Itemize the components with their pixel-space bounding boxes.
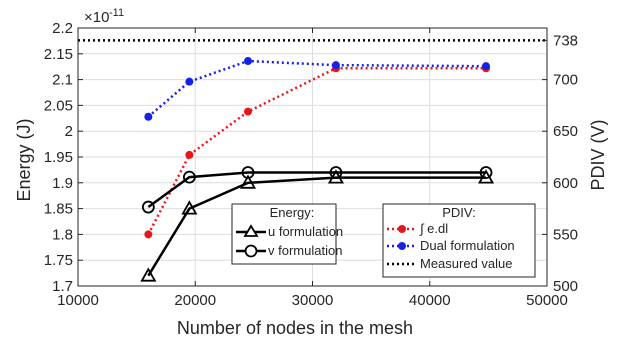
y-axis-right-label: PDIV (V) — [588, 119, 608, 190]
plot-area — [78, 39, 547, 282]
x-axis-label: Number of nodes in the mesh — [177, 318, 413, 338]
legend-triangle-marker — [243, 224, 259, 237]
y-axis-left-label: Energy (J) — [14, 118, 34, 201]
x-tick-label: 20000 — [174, 292, 216, 309]
y-left-tick-label: 2 — [65, 123, 73, 140]
y-left-tick-label: 1.85 — [44, 201, 73, 218]
y-right-tick-label: 600 — [553, 175, 578, 192]
y-left-tick-label: 2.2 — [52, 20, 73, 37]
x-tick-label: 40000 — [409, 292, 451, 309]
integral-data-point — [244, 107, 253, 116]
dual-data-point — [482, 62, 491, 71]
y-left-tick-label: 2.05 — [44, 97, 73, 114]
y-left-tick-label: 1.9 — [52, 175, 73, 192]
legend-label-integral: ∫ e.dl — [419, 221, 448, 236]
y-right-tick-label: 550 — [553, 226, 578, 243]
u-formulation-marker — [140, 267, 157, 282]
v-formulation-marker — [141, 200, 155, 214]
dual-data-point — [331, 61, 340, 70]
legend-blue-dot — [398, 242, 406, 250]
dual-data-point — [144, 112, 153, 121]
legend-entry-integral: ∫ e.dl — [387, 221, 448, 236]
u-formulation-marker — [239, 174, 257, 189]
pdiv-legend: PDIV: ∫ e.dl Dual formulation Measured v… — [382, 203, 536, 278]
exponent-power: -11 — [109, 7, 124, 19]
v-formulation-marker — [479, 166, 493, 179]
axes — [77, 27, 548, 287]
pdiv-legend-title: PDIV: — [442, 205, 475, 220]
y-left-tick-label: 1.95 — [44, 149, 73, 166]
y-right-tick-label: 738 — [553, 32, 578, 49]
legend-label-u: u formulation — [268, 224, 343, 239]
tick-labels: 10000 20000 30000 40000 50000 1.7 1.75 1.8 1.85 1… — [44, 20, 578, 309]
y-right-tick-label: 700 — [553, 72, 578, 89]
grid — [77, 27, 548, 287]
y-left-tick-label: 1.7 — [52, 278, 73, 295]
energy-legend: Energy: u formulation v formulation — [231, 203, 343, 265]
legend-label-measured: Measured value — [420, 256, 513, 271]
exponent-label: ×10 -11 — [84, 7, 124, 26]
legend-label-v: v formulation — [268, 243, 342, 258]
u-formulation-line — [147, 176, 487, 277]
legend-label-dual: Dual formulation — [420, 238, 515, 253]
x-tick-label: 50000 — [526, 292, 568, 309]
legend-entry-u-formulation: u formulation — [236, 224, 343, 239]
y-left-tick-label: 1.8 — [52, 226, 73, 243]
y-right-tick-label: 650 — [553, 123, 578, 140]
integral-data-point — [185, 150, 194, 159]
x-tick-label: 10000 — [57, 292, 99, 309]
exponent-base: ×10 — [84, 9, 109, 26]
energy-legend-title: Energy: — [270, 205, 315, 220]
y-left-tick-label: 2.1 — [52, 72, 73, 89]
dual-data-point — [244, 57, 253, 66]
dual-data-point — [185, 77, 194, 86]
y-right-tick-label: 500 — [553, 278, 578, 295]
v-formulation-line — [147, 171, 487, 209]
v-formulation-marker — [182, 170, 196, 184]
v-formulation-marker — [329, 166, 343, 179]
legend-entry-dual: Dual formulation — [387, 238, 515, 253]
v-formulation-marker — [241, 166, 255, 179]
y-left-tick-label: 1.75 — [44, 252, 73, 269]
u-formulation-marker — [181, 200, 198, 215]
legend-circle-marker — [244, 244, 258, 258]
legend-entry-measured: Measured value — [387, 256, 513, 271]
integral-data-point — [144, 230, 153, 239]
legend-entry-v-formulation: v formulation — [236, 243, 342, 258]
y-left-tick-label: 2.15 — [44, 46, 73, 63]
legend-red-dot — [398, 225, 406, 233]
integral-series-line — [147, 66, 487, 235]
x-tick-label: 30000 — [292, 292, 334, 309]
